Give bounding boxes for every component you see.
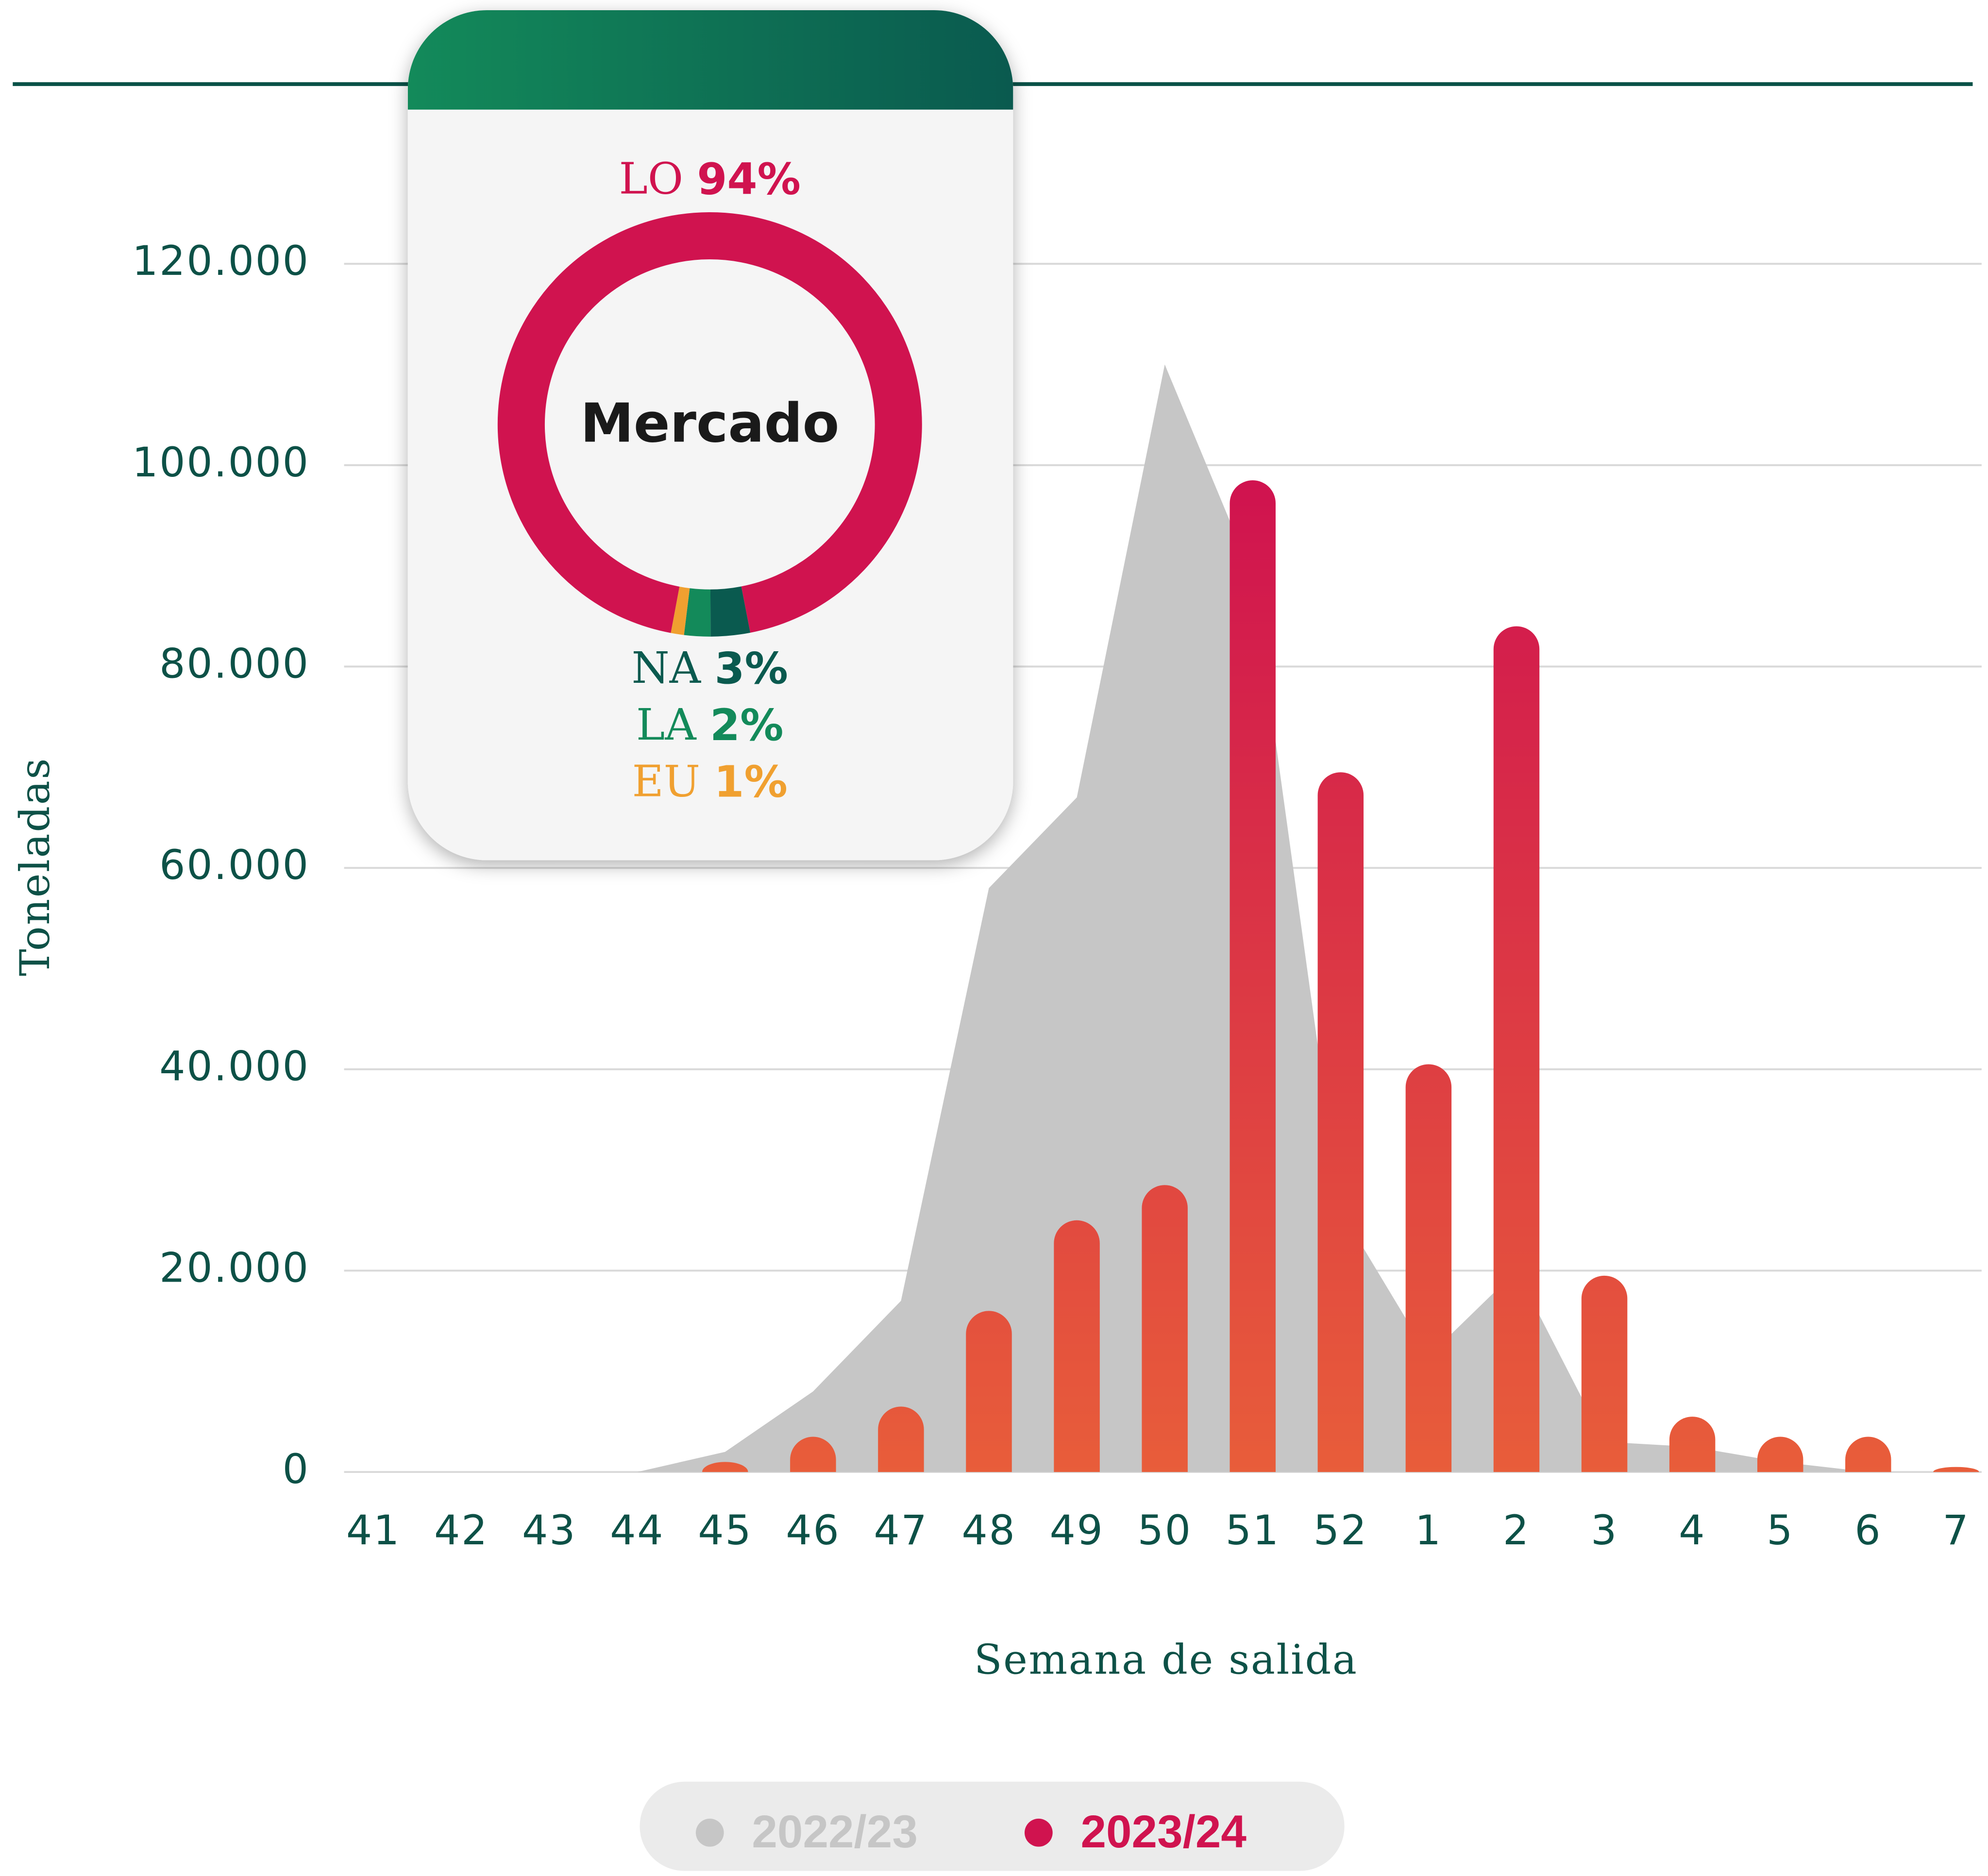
x-tick-label: 4 [1679,1506,1706,1554]
category-name: EU [632,757,700,807]
bar [790,1437,836,1472]
area [373,364,1956,1472]
y-tick-label: 0 [283,1445,310,1493]
card-header [407,10,1013,110]
value-label: 2% [710,700,783,751]
x-tick-label: 3 [1591,1506,1618,1554]
x-tick-label: 52 [1314,1506,1368,1554]
donut-segment [671,586,690,635]
x-tick-label: 42 [434,1506,489,1554]
x-tick-label: 43 [522,1506,576,1554]
donut-label: LO 94% [619,154,801,205]
bar [1054,1220,1100,1472]
value-label: 94% [697,154,801,205]
value-label: 1% [714,757,787,808]
bar [878,1406,924,1472]
y-tick-label: 40.000 [159,1043,310,1090]
bar [1142,1185,1188,1472]
x-tick-label: 45 [698,1506,752,1554]
donut-center-label: Mercado [580,392,839,454]
legend-label: 2023/24 [1080,1806,1247,1858]
y-tick-label: 80.000 [159,640,310,687]
x-tick-label: 48 [961,1506,1016,1554]
x-tick-label: 7 [1942,1506,1970,1554]
category-name: LA [636,700,697,750]
x-axis-title: Semana de salida [974,1636,1358,1684]
bar [1845,1437,1891,1472]
legend-background [640,1781,1345,1871]
bar [1757,1437,1803,1472]
bar [1581,1275,1628,1472]
x-tick-label: 44 [610,1506,664,1554]
bar [1405,1064,1452,1472]
donut-label: LA 2% [636,700,784,751]
x-tick-label: 6 [1854,1506,1882,1554]
donut: LO 94%NA 3%LA 2%EU 1% [497,154,922,808]
x-tick-label: 41 [346,1506,401,1554]
x-tick-label: 1 [1415,1506,1442,1554]
x-tick-label: 5 [1767,1506,1794,1554]
bar [1230,480,1276,1472]
category-name: NA [632,643,702,693]
x-tick-label: 2 [1503,1506,1530,1554]
bar [966,1311,1012,1472]
bar [1493,626,1540,1472]
x-tick-label: 50 [1138,1506,1192,1554]
donut-segment [710,586,751,637]
bar [1669,1417,1716,1472]
legend-label: 2022/23 [752,1806,917,1858]
y-axis-title: Toneladas [11,757,59,976]
donut-segment [684,588,711,637]
x-tick-label: 46 [786,1506,840,1554]
x-tick-label: 51 [1226,1506,1280,1554]
legend-marker [1024,1818,1053,1847]
bar [702,1462,748,1472]
bar [1317,772,1364,1472]
legend: 2022/23 2023/24 [695,1806,1247,1858]
y-tick-label: 100.000 [132,439,310,486]
x-tick-label: 49 [1050,1506,1104,1554]
donut-label: NA 3% [632,643,788,694]
donut-label: EU 1% [632,757,788,808]
y-tick-label: 20.000 [159,1244,310,1291]
inset-card: LO 94%NA 3%LA 2%EU 1% Mercado [407,10,1013,861]
value-label: 3% [714,643,788,694]
card-background [407,10,1013,861]
donut-segment [497,212,922,633]
legend-marker [695,1818,724,1847]
plot-area: 0 20.000 40.000 60.000 80.000 100.000 120.000 4… [132,237,1982,1554]
y-tick-label: 60.000 [159,841,310,889]
y-tick-label: 120.000 [132,237,310,285]
x-tick-label: 47 [874,1506,928,1554]
category-name: LO [619,154,683,204]
bar [1933,1467,1979,1472]
